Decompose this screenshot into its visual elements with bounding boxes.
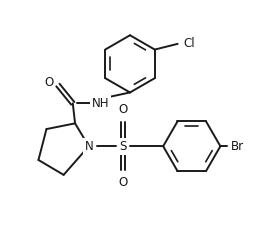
Text: O: O: [44, 76, 53, 89]
Text: Cl: Cl: [183, 37, 195, 50]
Text: O: O: [118, 103, 128, 116]
Text: O: O: [118, 176, 128, 189]
Text: NH: NH: [91, 97, 109, 110]
Text: N: N: [84, 140, 93, 153]
Text: Br: Br: [231, 140, 244, 153]
Text: S: S: [120, 140, 127, 153]
